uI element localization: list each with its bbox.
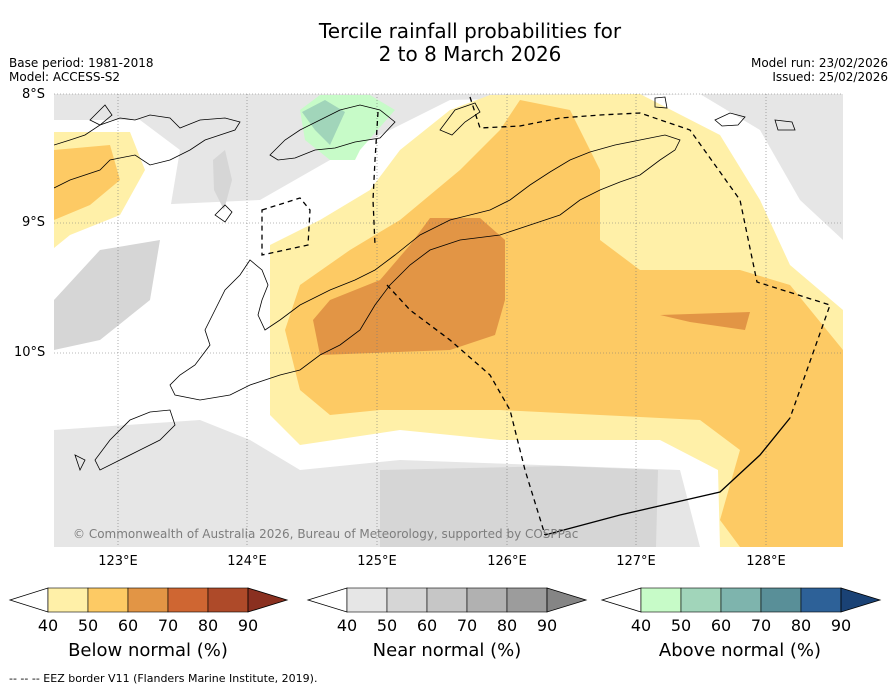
- below-normal-label: Below normal (%): [68, 640, 228, 661]
- lat-label-9s: 9°S: [22, 215, 46, 230]
- below-60-east: [660, 312, 750, 330]
- above-tick-50: 50: [670, 616, 692, 635]
- above-tick-80: 80: [790, 616, 812, 635]
- meta-left: Base period: 1981-2018 Model: ACCESS-S2: [9, 56, 154, 84]
- near-normal-label: Near normal (%): [372, 640, 522, 661]
- above-tick-60: 60: [710, 616, 732, 635]
- near-tick-40: 40: [336, 616, 358, 635]
- above-tick-70: 70: [750, 616, 772, 635]
- near-50-southwest: [54, 240, 160, 350]
- lat-label-10s: 10°S: [14, 345, 46, 360]
- below-tick-50: 50: [77, 616, 99, 635]
- graticule: [54, 93, 843, 547]
- base-period: Base period: 1981-2018: [9, 56, 154, 70]
- above-normal-label: Above normal (%): [658, 640, 822, 661]
- colorbar-above: [600, 587, 882, 613]
- lon-label-124e: 124°E: [227, 554, 267, 569]
- near-tick-50: 50: [376, 616, 398, 635]
- near-tick-80: 80: [496, 616, 518, 635]
- lat-label-8s: 8°S: [22, 87, 46, 102]
- coastlines: [54, 96, 796, 472]
- near-tick-70: 70: [456, 616, 478, 635]
- probability-fields: [54, 94, 843, 547]
- colorbar-below: [8, 587, 289, 613]
- below-tick-60: 60: [117, 616, 139, 635]
- issued-date: Issued: 25/02/2026: [772, 70, 888, 84]
- below-tick-80: 80: [197, 616, 219, 635]
- meta-right: Model run: 23/02/2026 Issued: 25/02/2026: [751, 56, 888, 84]
- colorbar-near: [306, 587, 588, 613]
- below-tick-70: 70: [157, 616, 179, 635]
- below-tick-90: 90: [237, 616, 259, 635]
- below-tick-40: 40: [37, 616, 59, 635]
- below-50-west: [54, 145, 120, 220]
- lon-label-126e: 126°E: [487, 554, 527, 569]
- eez-footnote: -- -- -- EEZ border V11 (Flanders Marine…: [9, 672, 318, 685]
- above-tick-90: 90: [830, 616, 852, 635]
- copyright-notice: © Commonwealth of Australia 2026, Bureau…: [73, 527, 579, 541]
- lon-label-127e: 127°E: [616, 554, 656, 569]
- near-tick-60: 60: [416, 616, 438, 635]
- lon-label-123e: 123°E: [98, 554, 138, 569]
- model-name: Model: ACCESS-S2: [9, 70, 121, 84]
- near-50-south: [380, 466, 658, 547]
- eez-border: [261, 96, 831, 536]
- model-run: Model run: 23/02/2026: [750, 56, 888, 70]
- title-line-1: Tercile rainfall probabilities for: [318, 19, 622, 43]
- lon-label-128e: 128°E: [746, 554, 786, 569]
- above-tick-40: 40: [630, 616, 652, 635]
- near-tick-90: 90: [536, 616, 558, 635]
- below-60-core: [313, 218, 505, 355]
- lon-label-125e: 125°E: [357, 554, 397, 569]
- above-50-patch: [302, 100, 345, 145]
- below-50-main: [285, 100, 843, 547]
- title-line-2: 2 to 8 March 2026: [378, 42, 562, 66]
- near-50-timor-west: [213, 150, 232, 210]
- map-title: Tercile rainfall probabilities for 2 to …: [0, 20, 896, 66]
